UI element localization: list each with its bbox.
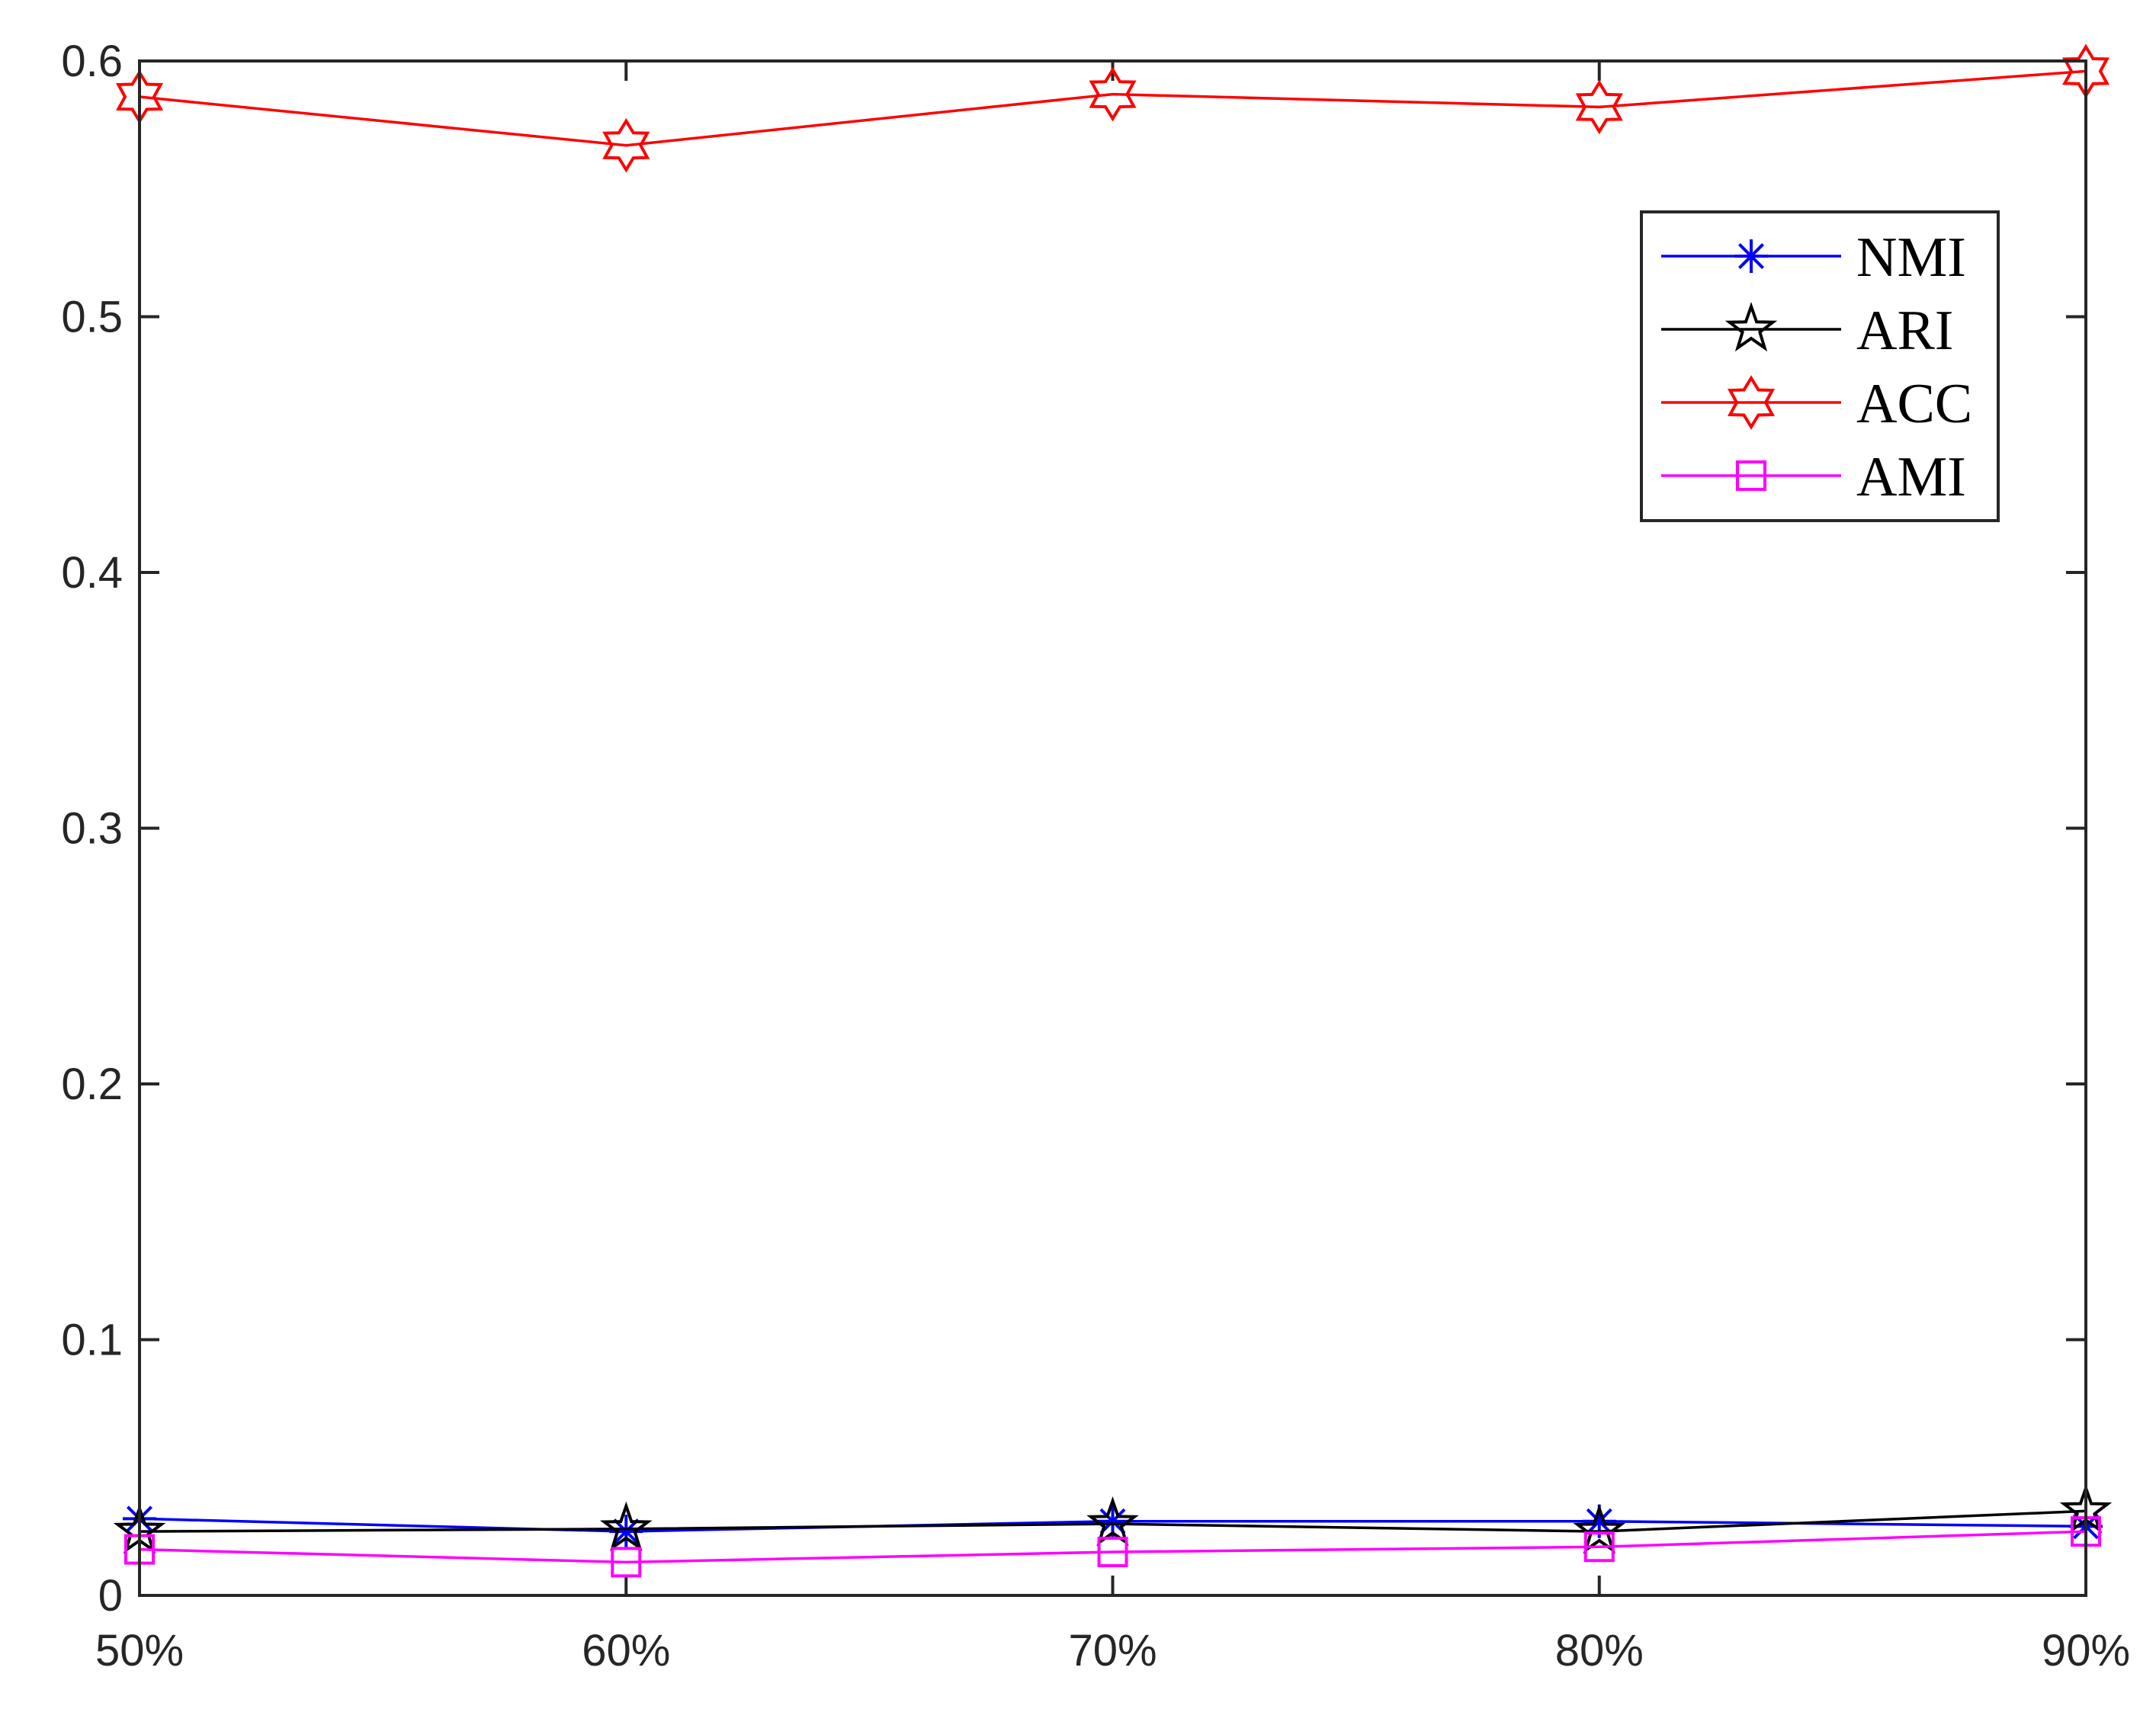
y-tick-label: 0.5 [61,293,123,342]
series-line-ari [139,1509,2087,1533]
legend-box [1640,210,2000,522]
data-point-ami [611,1547,642,1578]
legend-label: ACC [1856,373,1972,435]
x-tick-label: 50% [95,1626,184,1675]
x-tick-label: 70% [1068,1626,1157,1675]
legend-entry-acc: ACC [1661,373,1972,435]
legend: NMI ARI ACC AMI [1640,210,2000,522]
data-point-acc [1575,79,1623,135]
x-tick-label: 80% [1555,1626,1644,1675]
y-tick-label: 0.1 [61,1316,123,1365]
legend-marker-nmi [1734,239,1768,273]
legend-label: AMI [1856,446,1966,508]
plot-frame [138,59,2087,1597]
data-point-ami [1583,1531,1615,1563]
legend-entry-ari: ARI [1661,300,1953,362]
legend-entry-ami: AMI [1661,446,1966,508]
data-point-ari [1573,1504,1626,1554]
data-point-ari [599,1501,653,1551]
legend-label: NMI [1856,226,1966,289]
y-tick-label: 0.2 [61,1060,123,1109]
y-tick-label: 0 [98,1571,123,1621]
y-tick-label: 0.6 [61,37,123,86]
legend-marker-ari [1724,301,1778,352]
x-tick-label: 60% [582,1626,670,1675]
data-point-ari [1086,1496,1139,1547]
y-tick-label: 0.3 [61,804,123,854]
series-line-acc [139,69,2087,147]
series-ari [113,1483,2113,1554]
data-point-ami [1097,1536,1128,1567]
legend-marker-ami [1736,460,1766,491]
legend-marker-acc [1727,375,1776,430]
y-axis: 0 0.1 0.2 0.3 0.4 0.5 0.6 [61,37,2086,1621]
x-tick-label: 90% [2042,1626,2130,1675]
data-point-acc [602,117,650,173]
legend-label: ARI [1856,300,1953,362]
x-axis: 50% 60% 70% 80% 90% [95,61,2130,1675]
series-line-ami [139,1530,2087,1564]
data-point-acc [1089,66,1137,122]
legend-entry-nmi: NMI [1661,226,1966,289]
y-tick-label: 0.4 [61,548,123,598]
